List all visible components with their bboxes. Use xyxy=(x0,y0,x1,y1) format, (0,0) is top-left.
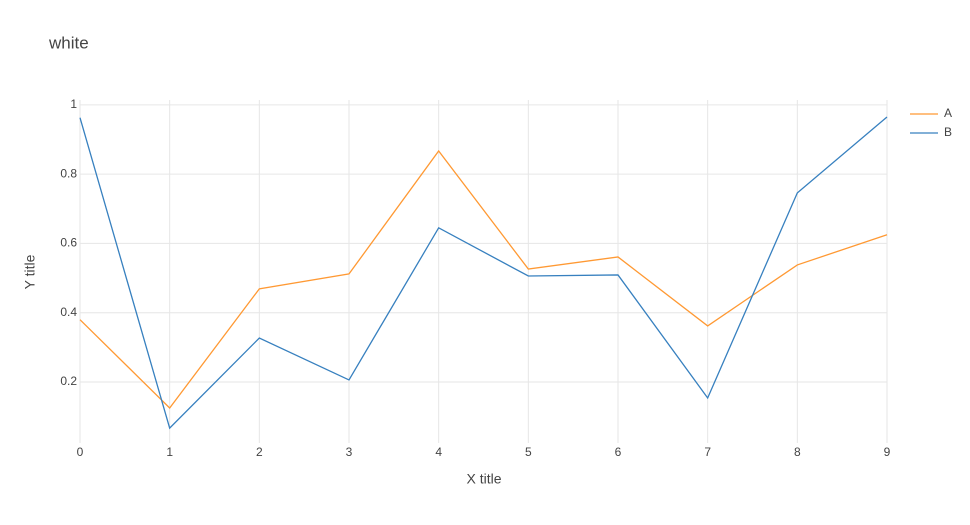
x-tick-label: 7 xyxy=(704,445,711,459)
x-tick-label: 3 xyxy=(346,445,353,459)
y-tick-label: 0.8 xyxy=(60,166,77,180)
x-tick-label: 5 xyxy=(525,445,532,459)
legend-label: A xyxy=(944,106,952,120)
y-tick-label: 1 xyxy=(70,97,77,111)
line-series xyxy=(79,149,888,409)
x-tick-label: 8 xyxy=(794,445,801,459)
y-tick-label: 0.6 xyxy=(60,236,77,250)
y-tick-label: 0.4 xyxy=(60,305,77,319)
x-tick-label: 4 xyxy=(435,445,442,459)
legend-label: B xyxy=(944,125,952,139)
grid xyxy=(79,100,888,443)
plot-area xyxy=(79,116,888,430)
x-tick-label: 0 xyxy=(77,445,84,459)
y-tick-label: 0.2 xyxy=(60,374,77,388)
x-tick-label: 9 xyxy=(884,445,891,459)
x-tick-label: 2 xyxy=(256,445,263,459)
y-axis-title: Y title xyxy=(22,254,38,289)
x-axis-title: X title xyxy=(466,471,501,487)
x-tick-label: 1 xyxy=(166,445,173,459)
chart-title: white xyxy=(48,33,89,52)
line-series xyxy=(79,116,888,430)
x-tick-label: 6 xyxy=(615,445,622,459)
